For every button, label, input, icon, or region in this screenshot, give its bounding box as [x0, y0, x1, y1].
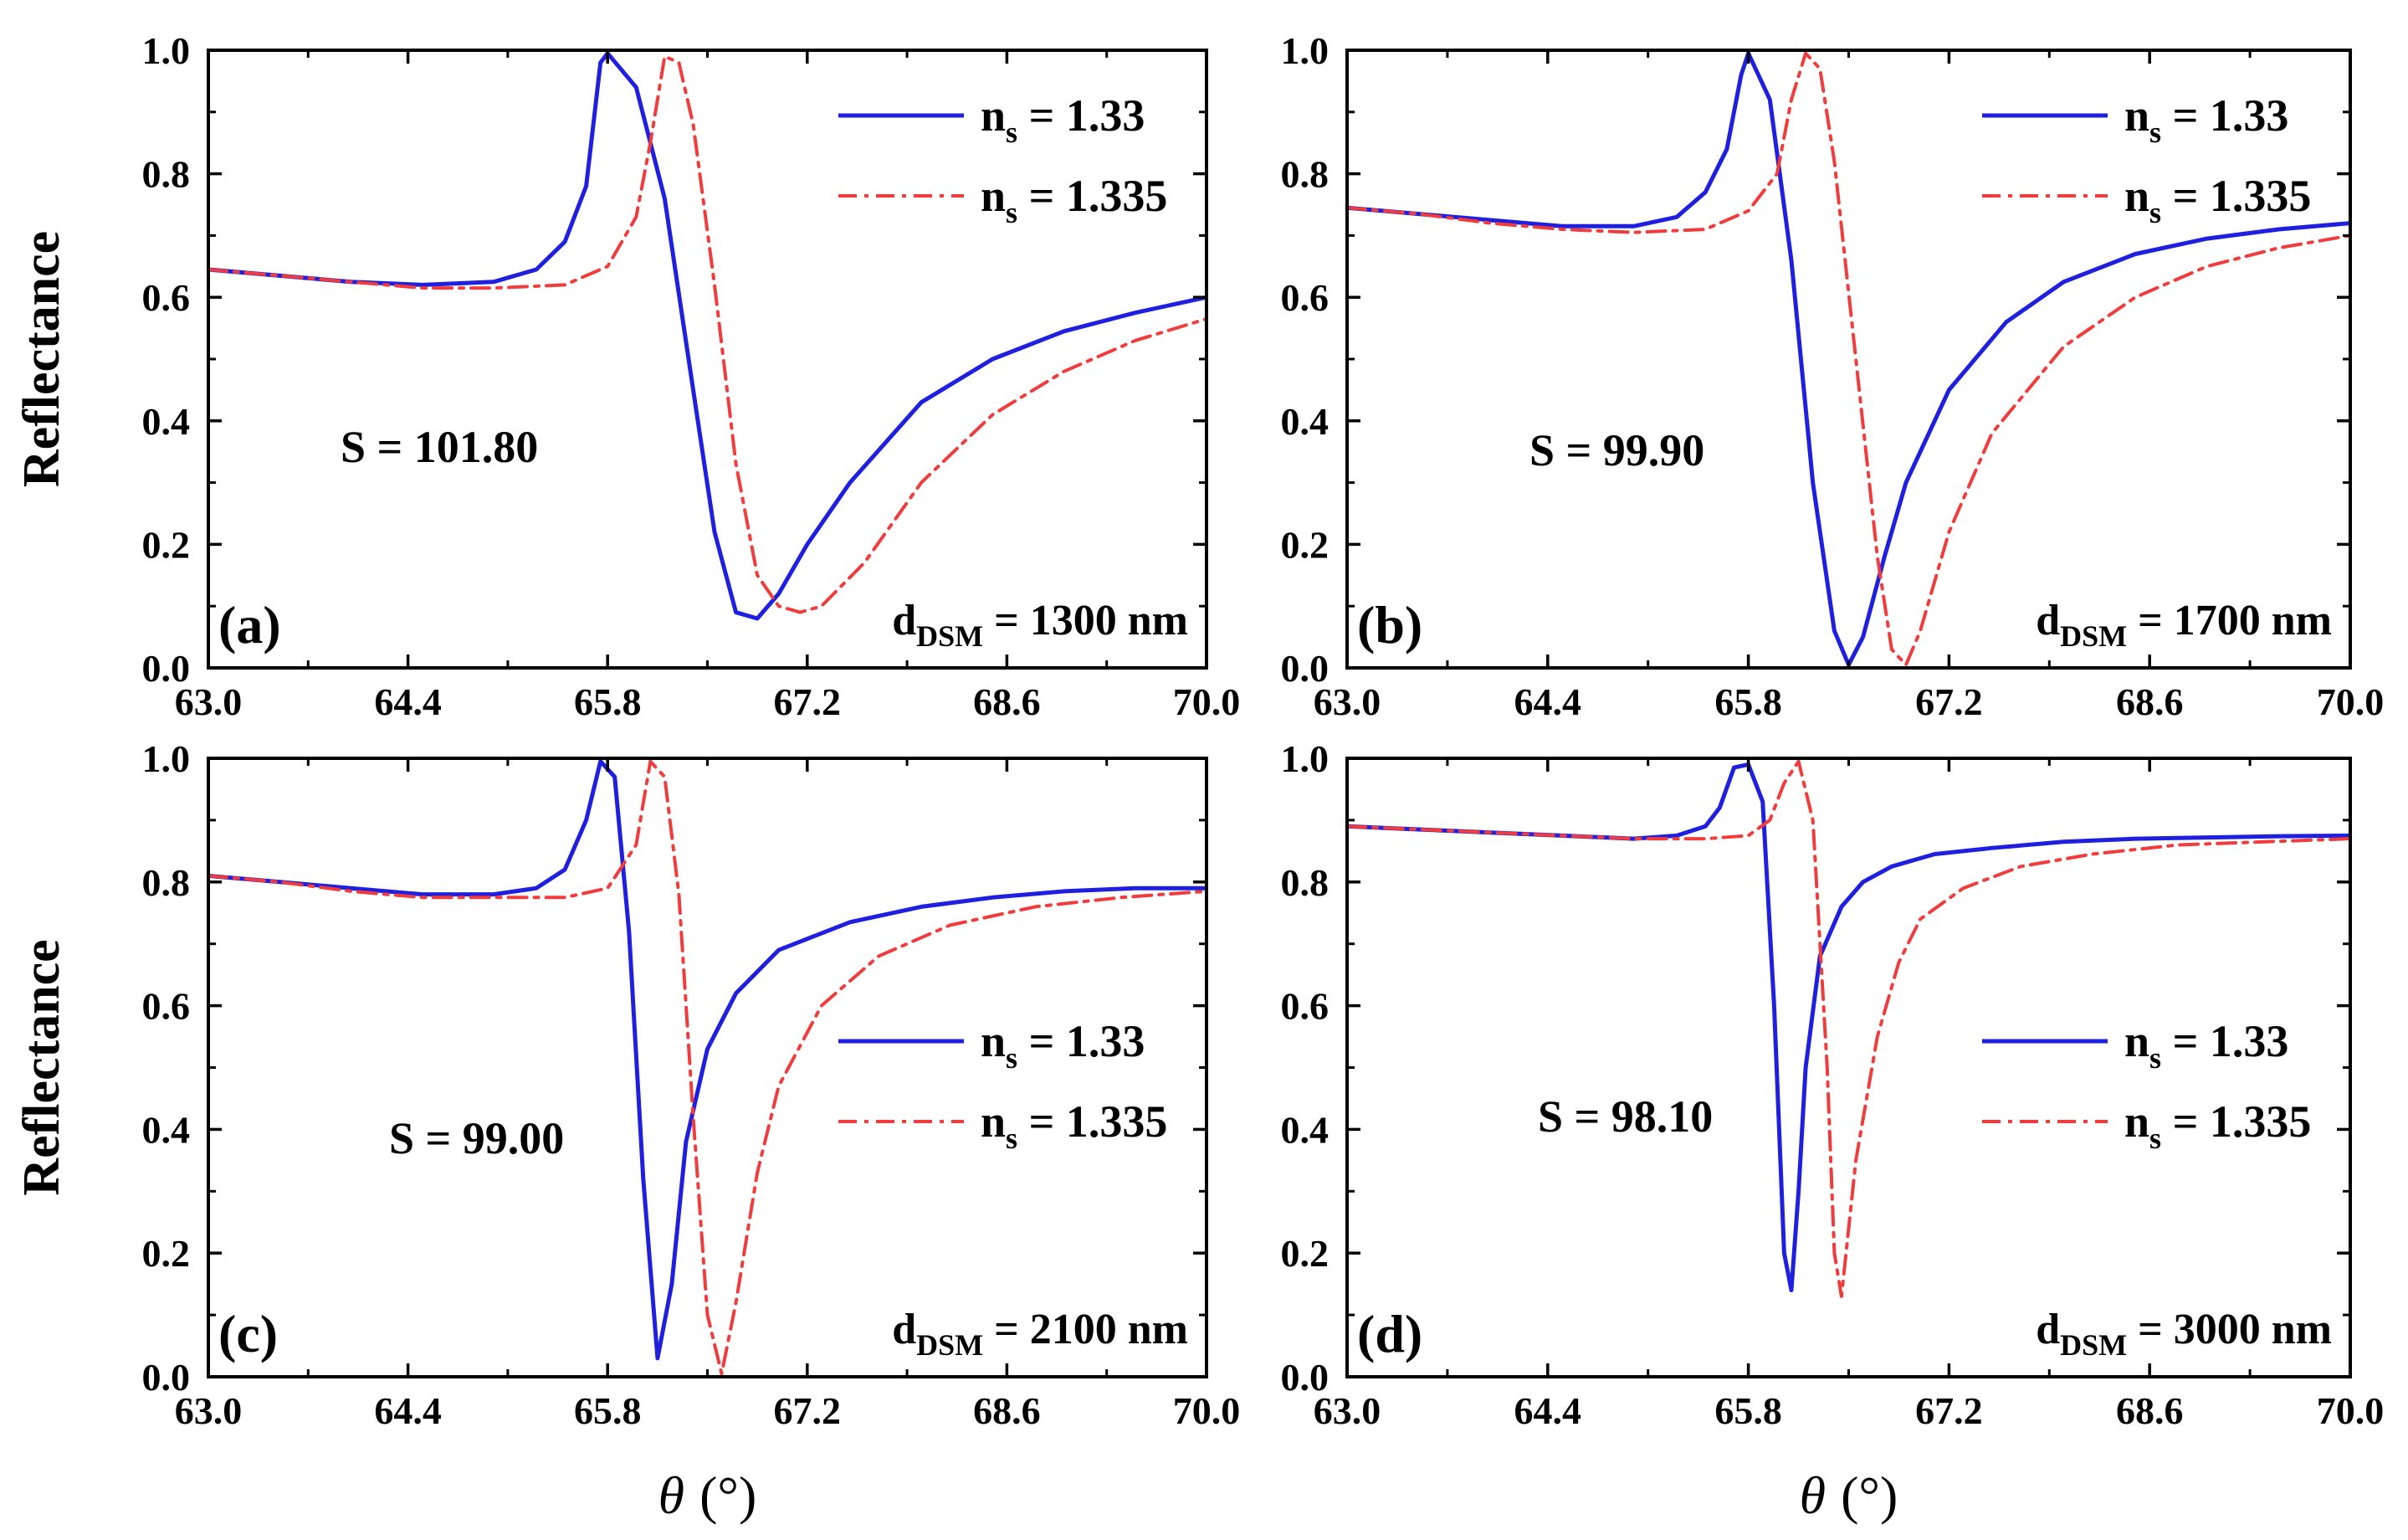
y-tick-label: 0.6 — [142, 276, 191, 319]
x-tick-label: 68.6 — [973, 1389, 1041, 1432]
y-tick-label: 0.8 — [1281, 861, 1330, 904]
y-tick-label: 1.0 — [142, 737, 191, 780]
legend: ns = 1.33 ns = 1.335 — [1982, 90, 2311, 229]
x-axis-unit: (°) — [1841, 1466, 1898, 1525]
x-axis-unit: (°) — [699, 1466, 756, 1525]
x-axis-symbol: θ — [658, 1466, 684, 1525]
x-tick-label: 68.6 — [2116, 1389, 2184, 1432]
x-tick-label: 63.0 — [175, 1389, 243, 1432]
y-tick-label: 1.0 — [1281, 29, 1330, 72]
legend-label: ns = 1.33 — [981, 1016, 1145, 1075]
x-tick-label: 70.0 — [2317, 1389, 2385, 1432]
y-tick-label: 0.8 — [1281, 153, 1330, 196]
x-axis-title: θ (°) — [1800, 1466, 1898, 1525]
sensitivity-annotation: S = 101.80 — [341, 422, 538, 472]
y-tick-label: 0.4 — [1281, 1108, 1330, 1151]
legend: ns = 1.33 ns = 1.335 — [838, 90, 1167, 229]
sensitivity-annotation: S = 99.00 — [389, 1113, 564, 1163]
y-tick-label: 0.2 — [1281, 523, 1330, 566]
series-line-ns-1-335 — [208, 54, 1207, 614]
series-line-ns-1-33 — [208, 759, 1207, 1361]
x-tick-label: 67.2 — [1915, 680, 1983, 723]
plot-frame — [207, 757, 1208, 1378]
panel-b: 0.0 0.2 0.4 0.6 0.8 1.0 63.0 64.4 65.8 67.2 68.6 70… — [1281, 29, 2385, 723]
thickness-annotation: dDSM = 2100 nm — [892, 1306, 1188, 1362]
panel-c: 0.0 0.2 0.4 0.6 0.8 1.0 63.0 64.4 65.8 67.2 68.6 70… — [13, 737, 1240, 1525]
x-tick-label: 70.0 — [2317, 680, 2385, 723]
y-tick-label: 0.8 — [142, 861, 191, 904]
panel-label: (a) — [218, 595, 281, 654]
thickness-annotation: dDSM = 1300 nm — [892, 597, 1188, 653]
x-tick-label: 68.6 — [2116, 680, 2184, 723]
legend-label: ns = 1.335 — [981, 171, 1167, 229]
x-tick-label: 63.0 — [175, 680, 243, 723]
panel-label: (b) — [1357, 595, 1422, 654]
x-tick-label: 65.8 — [574, 680, 642, 723]
x-tick-label: 70.0 — [1173, 1389, 1241, 1432]
legend-label: ns = 1.335 — [981, 1096, 1167, 1155]
x-tick-label: 65.8 — [1714, 680, 1782, 723]
y-tick-label: 0.6 — [142, 985, 191, 1028]
legend-label: ns = 1.335 — [2124, 1096, 2311, 1155]
panel-label: (d) — [1357, 1304, 1422, 1363]
thickness-annotation: dDSM = 1700 nm — [2036, 597, 2332, 653]
x-axis-symbol: θ — [1800, 1466, 1826, 1525]
panel-a: 0.0 0.2 0.4 0.6 0.8 1.0 63.0 64.4 65.8 67.2 68.6 70… — [13, 29, 1240, 723]
y-tick-label: 0.0 — [1281, 1356, 1330, 1399]
panel-label: (c) — [218, 1304, 278, 1363]
legend-label: ns = 1.33 — [2124, 1016, 2288, 1075]
series-line-ns-1-335 — [1347, 759, 2350, 1298]
y-tick-label: 1.0 — [142, 29, 191, 72]
x-tick-label: 65.8 — [574, 1389, 642, 1432]
x-tick-label: 64.4 — [374, 680, 442, 723]
panel-d: 0.0 0.2 0.4 0.6 0.8 1.0 63.0 64.4 65.8 67.2 68.6 70… — [1281, 737, 2385, 1525]
x-tick-label: 64.4 — [374, 1389, 442, 1432]
legend: ns = 1.33 ns = 1.335 — [838, 1016, 1167, 1155]
y-axis-title: Reflectance — [13, 939, 70, 1195]
legend-label: ns = 1.33 — [2124, 90, 2288, 149]
x-tick-label: 64.4 — [1514, 680, 1582, 723]
x-tick-label: 63.0 — [1314, 1389, 1381, 1432]
y-tick-label: 0.2 — [142, 523, 191, 566]
plot-frame — [207, 49, 1208, 670]
x-tick-label: 63.0 — [1314, 680, 1381, 723]
y-tick-label: 0.8 — [142, 153, 191, 196]
sensitivity-annotation: S = 99.90 — [1529, 425, 1704, 475]
x-tick-label: 67.2 — [1915, 1389, 1983, 1432]
x-tick-label: 67.2 — [774, 680, 842, 723]
legend-label: ns = 1.33 — [981, 90, 1145, 149]
x-tick-label: 67.2 — [774, 1389, 842, 1432]
series-line-ns-1-33 — [1347, 51, 2350, 667]
y-tick-label: 0.4 — [1281, 400, 1330, 443]
x-tick-label: 65.8 — [1714, 1389, 1782, 1432]
y-tick-label: 0.2 — [1281, 1232, 1330, 1275]
x-tick-label: 64.4 — [1514, 1389, 1582, 1432]
y-tick-label: 0.6 — [1281, 276, 1330, 319]
y-tick-label: 0.0 — [142, 647, 191, 690]
x-tick-label: 68.6 — [973, 680, 1041, 723]
series-line-ns-1-335 — [208, 759, 1207, 1376]
y-tick-label: 0.0 — [142, 1356, 191, 1399]
x-tick-label: 70.0 — [1173, 680, 1241, 723]
series-line-ns-1-33 — [208, 51, 1207, 621]
legend: ns = 1.33 ns = 1.335 — [1982, 1016, 2311, 1155]
thickness-annotation: dDSM = 3000 nm — [2036, 1306, 2332, 1362]
x-axis-title: θ (°) — [658, 1466, 757, 1525]
y-tick-label: 1.0 — [1281, 737, 1330, 780]
y-tick-label: 0.4 — [142, 1108, 191, 1151]
series-line-ns-1-335 — [1347, 51, 2350, 667]
plot-frame — [1345, 49, 2352, 670]
y-tick-label: 0.2 — [142, 1232, 191, 1275]
legend-label: ns = 1.335 — [2124, 171, 2311, 229]
y-tick-label: 0.4 — [142, 400, 191, 443]
y-axis-title: Reflectance — [13, 231, 70, 487]
y-tick-label: 0.0 — [1281, 647, 1330, 690]
plot-frame — [1345, 757, 2352, 1378]
y-tick-label: 0.6 — [1281, 985, 1330, 1028]
sensitivity-annotation: S = 98.10 — [1538, 1091, 1713, 1142]
